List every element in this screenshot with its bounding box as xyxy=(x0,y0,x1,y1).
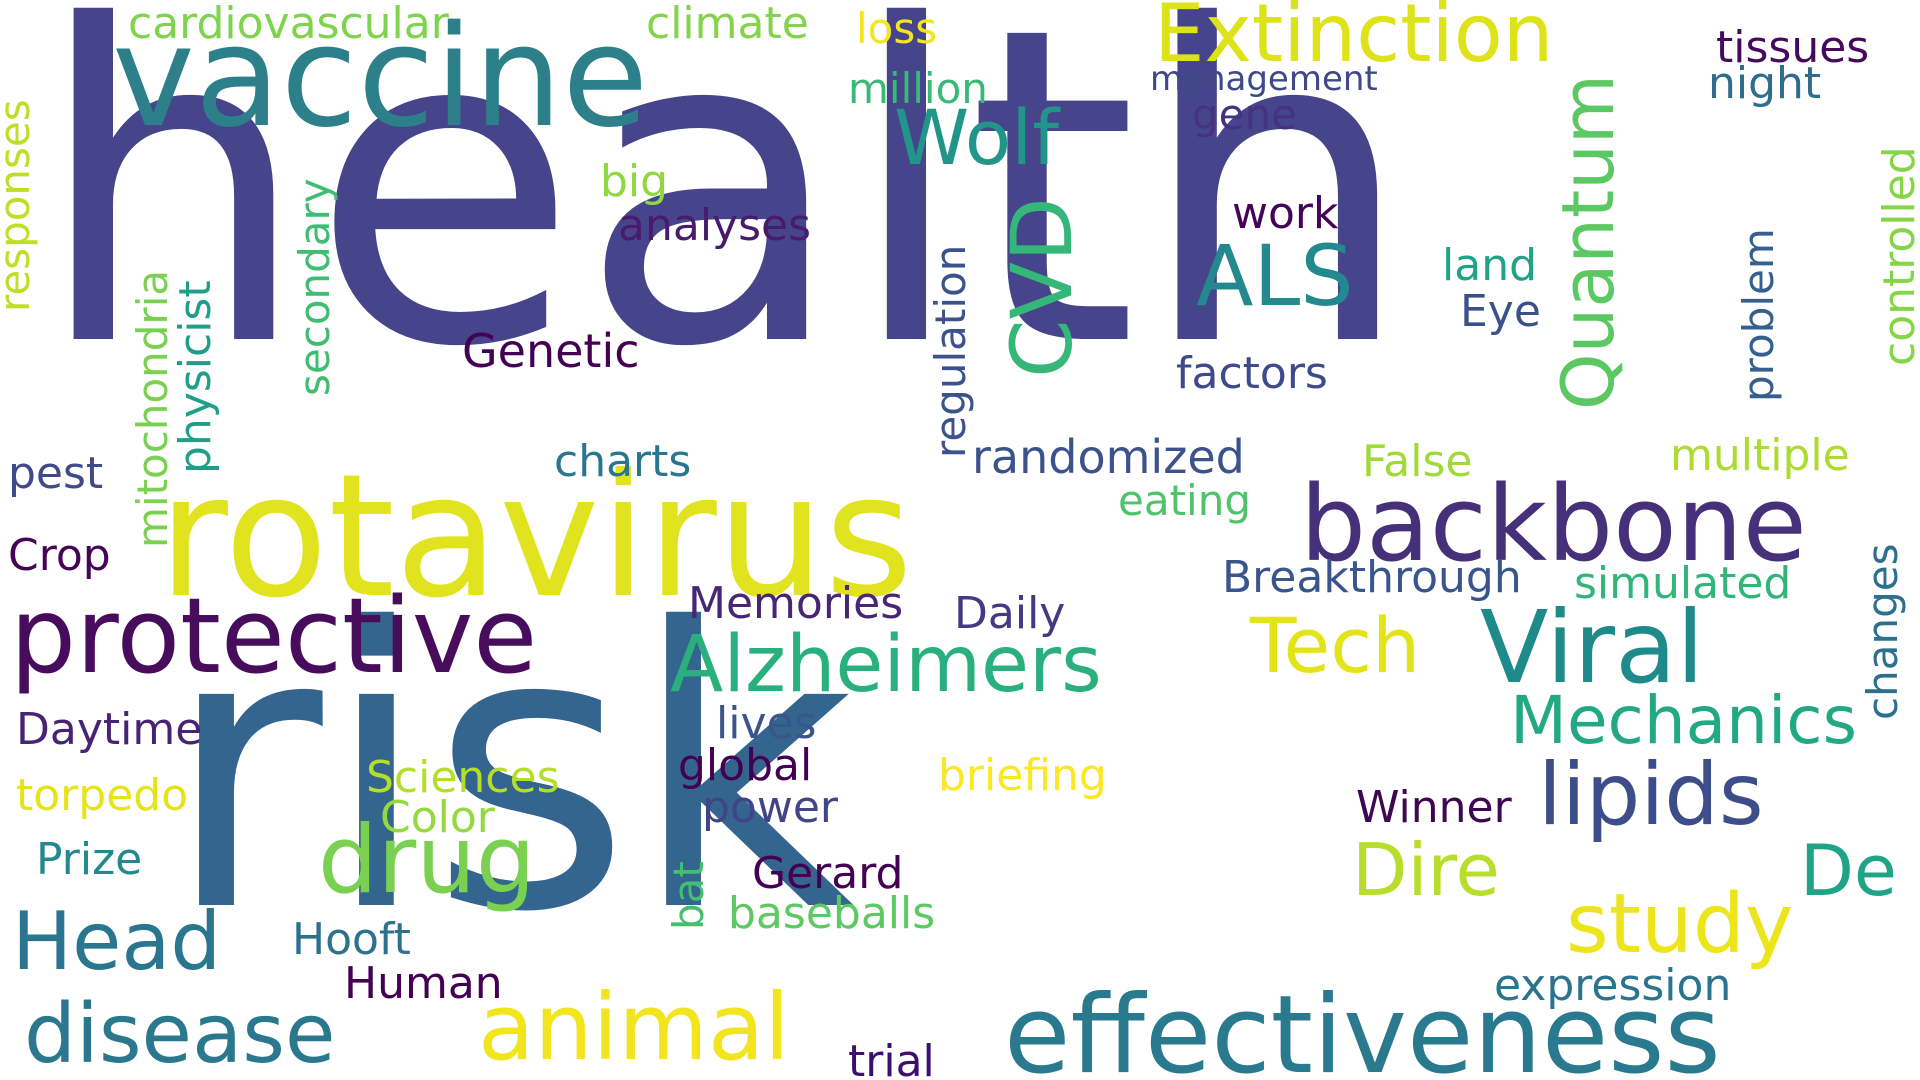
word-crop: Crop xyxy=(8,530,111,581)
word-multiple: multiple xyxy=(1670,430,1850,481)
word-daytime: Daytime xyxy=(16,704,203,755)
word-cardiovascular: cardiovascular xyxy=(128,0,449,49)
word-gene: gene xyxy=(1192,90,1297,139)
word-prize: Prize xyxy=(36,834,143,885)
word-simulated: simulated xyxy=(1574,558,1792,609)
word-color: Color xyxy=(380,792,495,843)
word-winner: Winner xyxy=(1356,782,1512,833)
word-loss: loss xyxy=(856,4,938,53)
word-risk: risk xyxy=(164,548,855,997)
word-climate: climate xyxy=(646,0,809,49)
word-disease: disease xyxy=(24,987,336,1080)
word-randomized: randomized xyxy=(972,430,1245,484)
word-controlled: controlled xyxy=(1874,146,1920,366)
word-management: management xyxy=(1150,59,1378,99)
word-rotavirus: rotavirus xyxy=(158,438,914,636)
word-briefing: briefing xyxy=(938,750,1107,801)
word-alzheimers: Alzheimers xyxy=(670,620,1102,710)
word-million: million xyxy=(848,64,988,113)
word-mechanics: Mechanics xyxy=(1510,682,1857,759)
word-problem: problem xyxy=(1734,228,1783,402)
word-secondary: secondary xyxy=(290,178,339,396)
word-genetic: Genetic xyxy=(462,324,640,378)
word-big: big xyxy=(600,156,669,207)
word-lives: lives xyxy=(716,698,817,749)
word-hooft: Hooft xyxy=(292,914,411,965)
word-viral: Viral xyxy=(1480,589,1705,706)
word-charts: charts xyxy=(554,436,692,487)
word-eye: Eye xyxy=(1460,286,1541,337)
word-global: global xyxy=(678,740,813,791)
word-vaccine: vaccine xyxy=(112,0,649,159)
word-head: Head xyxy=(12,895,222,988)
word-wolf: Wolf xyxy=(894,93,1060,182)
word-factors: factors xyxy=(1176,348,1328,399)
word-drug: drug xyxy=(318,806,536,915)
word-false: False xyxy=(1362,436,1473,487)
word-study: study xyxy=(1566,877,1794,972)
word-dire: Dire xyxy=(1352,828,1500,912)
word-work: work xyxy=(1232,188,1339,239)
word-analyses: analyses xyxy=(618,200,811,251)
word-bat: bat xyxy=(664,861,713,930)
word-daily: Daily xyxy=(954,588,1066,639)
word-health: health xyxy=(34,0,1415,442)
word-mitochondria: mitochondria xyxy=(128,269,177,548)
word-pest: pest xyxy=(8,448,104,499)
word-backbone: backbone xyxy=(1300,463,1807,585)
word-quantum: Quantum xyxy=(1546,73,1630,410)
word-protective: protective xyxy=(10,575,538,697)
word-memories: Memories xyxy=(688,578,904,629)
word-physicist: physicist xyxy=(170,280,221,474)
word-responses: responses xyxy=(0,99,39,312)
word-expression: expression xyxy=(1494,960,1732,1011)
word-tissues: tissues xyxy=(1716,22,1870,73)
word-baseballs: baseballs xyxy=(728,888,936,939)
word-cvd: CVD xyxy=(993,197,1091,378)
word-regulation: regulation xyxy=(926,244,975,458)
word-tech: Tech xyxy=(1250,601,1421,690)
word-breakthrough: Breakthrough xyxy=(1222,552,1522,603)
word-effectiveness: effectiveness xyxy=(1004,973,1721,1080)
word-changes: changes xyxy=(1858,543,1907,720)
word-als: ALS xyxy=(1196,227,1354,325)
word-torpedo: torpedo xyxy=(16,770,189,821)
word-animal: animal xyxy=(478,974,790,1080)
word-extinction: Extinction xyxy=(1154,0,1554,80)
word-gerard: Gerard xyxy=(752,848,904,899)
word-eating: eating xyxy=(1118,476,1251,525)
word-night: night xyxy=(1708,58,1822,109)
word-de: De xyxy=(1800,830,1897,912)
word-trial: trial xyxy=(848,1036,935,1080)
word-power: power xyxy=(702,782,838,833)
word-land: land xyxy=(1442,240,1538,291)
word-sciences: Sciences xyxy=(366,752,560,803)
word-human: Human xyxy=(344,958,503,1009)
word-lipids: lipids xyxy=(1538,745,1764,845)
